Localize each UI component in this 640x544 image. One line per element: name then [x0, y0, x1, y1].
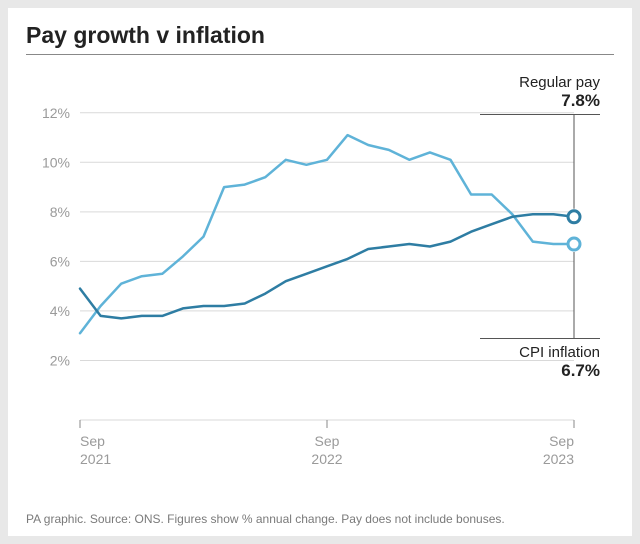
svg-text:2%: 2%: [50, 352, 70, 368]
callout-leader-bottom: [480, 338, 600, 339]
callout-value: 7.8%: [519, 91, 600, 111]
source-text: PA graphic. Source: ONS. Figures show % …: [26, 512, 505, 526]
svg-text:Sep: Sep: [80, 433, 105, 449]
chart-title: Pay growth v inflation: [26, 22, 265, 49]
callout-regular-pay: Regular pay 7.8%: [519, 74, 600, 111]
svg-text:12%: 12%: [42, 105, 70, 121]
svg-text:8%: 8%: [50, 204, 70, 220]
svg-text:2022: 2022: [311, 451, 342, 467]
svg-text:Sep: Sep: [315, 433, 340, 449]
svg-text:2023: 2023: [543, 451, 574, 467]
svg-text:4%: 4%: [50, 303, 70, 319]
svg-text:2021: 2021: [80, 451, 111, 467]
svg-text:Sep: Sep: [549, 433, 574, 449]
line-chart: 2% 4% 6% 8% 10% 12% Sep 2021 Sep 2022 Sep 2023: [26, 58, 614, 488]
callout-cpi: CPI inflation 6.7%: [519, 344, 600, 381]
callout-value: 6.7%: [519, 361, 600, 381]
chart-card: Pay growth v inflation 2% 4% 6% 8% 10% 12% Sep…: [8, 8, 632, 536]
callout-label: CPI inflation: [519, 344, 600, 361]
callout-label: Regular pay: [519, 74, 600, 91]
svg-text:10%: 10%: [42, 154, 70, 170]
title-underline: [26, 54, 614, 55]
callout-leader-top: [480, 114, 600, 115]
svg-text:6%: 6%: [50, 253, 70, 269]
